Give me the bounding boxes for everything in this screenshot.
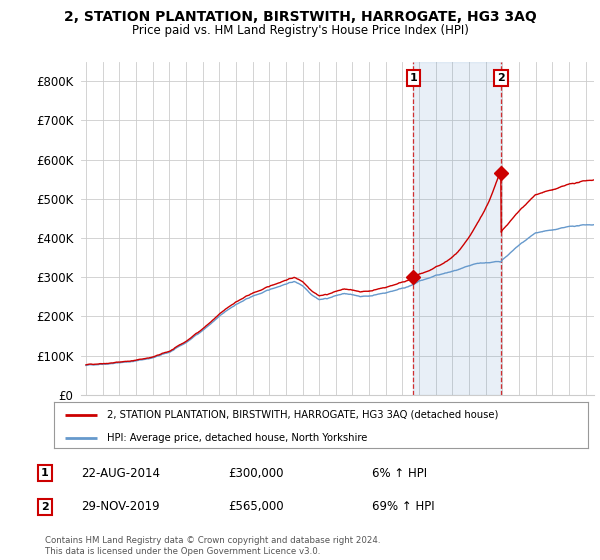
- Text: 2, STATION PLANTATION, BIRSTWITH, HARROGATE, HG3 3AQ (detached house): 2, STATION PLANTATION, BIRSTWITH, HARROG…: [107, 410, 499, 420]
- Text: 2: 2: [497, 73, 505, 83]
- Text: 1: 1: [409, 73, 417, 83]
- Text: HPI: Average price, detached house, North Yorkshire: HPI: Average price, detached house, Nort…: [107, 433, 368, 443]
- Text: £300,000: £300,000: [228, 466, 284, 480]
- Text: 6% ↑ HPI: 6% ↑ HPI: [372, 466, 427, 480]
- Text: 1: 1: [41, 468, 49, 478]
- Bar: [413, 62, 501, 395]
- Text: Price paid vs. HM Land Registry's House Price Index (HPI): Price paid vs. HM Land Registry's House …: [131, 24, 469, 36]
- Text: 2: 2: [41, 502, 49, 512]
- Text: 29-NOV-2019: 29-NOV-2019: [81, 500, 160, 514]
- Text: 69% ↑ HPI: 69% ↑ HPI: [372, 500, 434, 514]
- Text: £565,000: £565,000: [228, 500, 284, 514]
- Text: 2, STATION PLANTATION, BIRSTWITH, HARROGATE, HG3 3AQ: 2, STATION PLANTATION, BIRSTWITH, HARROG…: [64, 10, 536, 24]
- Text: Contains HM Land Registry data © Crown copyright and database right 2024.
This d: Contains HM Land Registry data © Crown c…: [45, 536, 380, 556]
- Text: 22-AUG-2014: 22-AUG-2014: [81, 466, 160, 480]
